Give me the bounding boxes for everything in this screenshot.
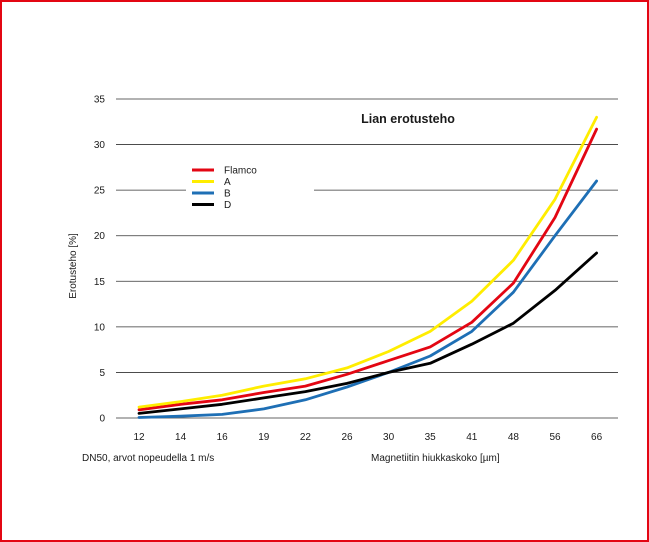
y-tick-label: 35 (94, 95, 106, 106)
series-lines (137, 115, 598, 419)
chart-title: Lian erotusteho (361, 112, 455, 126)
note-text: DN50, arvot nopeudella 1 m/s (82, 453, 214, 464)
x-tick-label: 30 (383, 432, 395, 443)
y-tick-label: 30 (94, 140, 106, 151)
x-tick-labels: 12 14 16 19 22 26 30 35 41 48 56 66 (133, 432, 602, 443)
legend-label-b: B (224, 189, 231, 200)
series-line-b (137, 179, 598, 419)
legend-label-flamco: Flamco (224, 166, 257, 177)
y-tick-label: 0 (99, 414, 105, 425)
y-tick-labels: 0 5 10 15 20 25 30 35 (94, 95, 106, 425)
x-axis-label: Magnetiitin hiukkaskoko [µm] (371, 453, 500, 464)
x-tick-label: 26 (341, 432, 353, 443)
x-tick-label: 48 (508, 432, 520, 443)
series-line-flamco (137, 127, 598, 412)
y-tick-label: 25 (94, 186, 106, 197)
gridlines (116, 98, 618, 419)
series-line-d (137, 251, 598, 415)
x-tick-label: 41 (466, 432, 478, 443)
title-background (339, 107, 479, 129)
legend-label-a: A (224, 177, 231, 188)
x-tick-label: 12 (133, 432, 145, 443)
y-tick-label: 10 (94, 322, 106, 333)
x-tick-label: 35 (425, 432, 437, 443)
x-tick-label: 66 (591, 432, 603, 443)
x-tick-label: 14 (175, 432, 187, 443)
legend-label-d: D (224, 200, 231, 211)
y-axis-label: Erotusteho [%] (68, 233, 79, 299)
x-tick-label: 19 (258, 432, 270, 443)
x-tick-label: 56 (549, 432, 561, 443)
series-line-a (137, 115, 598, 409)
x-tick-label: 22 (300, 432, 312, 443)
y-tick-label: 15 (94, 277, 106, 288)
y-tick-label: 20 (94, 231, 106, 242)
x-tick-label: 16 (217, 432, 229, 443)
y-tick-label: 5 (99, 368, 105, 379)
